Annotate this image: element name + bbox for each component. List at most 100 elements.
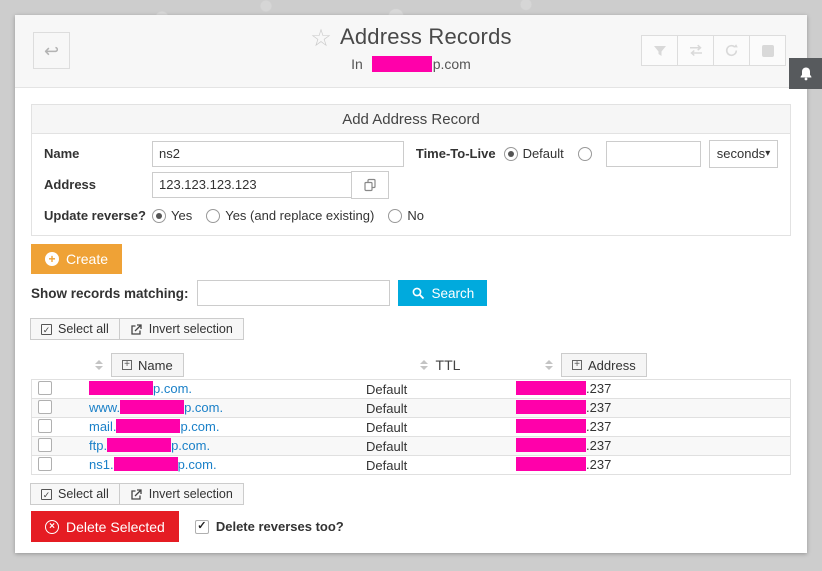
table-row: mail. p.com. Default .237 [31,417,791,437]
stop-square-icon [761,44,774,57]
name-column-label: Name [138,357,173,373]
ttl-unit-value: seconds [716,146,766,161]
delete-selected-button[interactable]: × Delete Selected [31,511,179,542]
ttl-column-label: TTL [435,357,461,373]
select-all-label: Select all [58,487,109,501]
reverse-yes-replace-radio[interactable]: Yes (and replace existing) [206,208,374,223]
sort-ttl-control[interactable] [419,360,428,370]
address-column-button[interactable]: + Address [561,353,647,377]
invert-selection-button[interactable]: Invert selection [118,483,244,505]
background-watermark [110,0,630,15]
reverse-no-label: No [407,208,424,223]
radio-icon [577,146,592,161]
record-name-link[interactable]: mail. p.com. [89,418,220,434]
redacted-name-block [113,457,178,472]
delete-reverses-option[interactable]: ✓ Delete reverses too? [194,519,344,534]
copy-icon [364,178,376,191]
invert-selection-button[interactable]: Invert selection [118,318,244,340]
record-name-link[interactable]: ns1. p.com. [89,456,217,472]
paste-button[interactable] [351,170,389,199]
check-icon: ✓ [197,520,207,532]
record-ttl: Default [366,419,408,435]
subtitle-suffix: p.com [432,56,471,72]
update-reverse-label: Update reverse? [44,208,146,223]
row-checkbox[interactable] [38,418,52,433]
reverse-yes-label: Yes [171,208,193,223]
select-all-button[interactable]: ✓ Select all [30,318,120,340]
redacted-ip-block [516,419,586,434]
plus-circle-icon: + [45,252,59,266]
record-address: .237 [516,419,790,436]
redacted-name-block [120,400,185,415]
invert-selection-icon [131,323,142,335]
address-label: Address [44,177,97,192]
back-button[interactable]: ↩ [33,32,70,69]
redacted-ip-block [516,381,586,396]
records-table: + Name TTL + Address p [31,350,791,475]
bell-icon [800,67,811,80]
reverse-yes-replace-label: Yes (and replace existing) [225,208,375,223]
record-address: .237 [516,457,790,474]
favorite-star-icon[interactable]: ☆ [310,25,332,52]
search-prompt-label: Show records matching: [31,285,189,301]
record-ttl: Default [366,438,408,454]
row-checkbox[interactable] [38,456,52,471]
notifications-tab[interactable] [789,58,822,89]
refresh-icon [725,44,738,57]
create-button-label: Create [66,251,109,267]
selection-toolbar-top: ✓ Select all Invert selection [30,318,244,340]
reverse-yes-radio[interactable]: Yes [152,208,192,223]
record-ttl: Default [366,457,408,473]
refresh-button[interactable] [713,35,750,66]
page-content: Add Address Record Name Time-To-Live Def… [15,88,807,542]
selection-toolbar-bottom: ✓ Select all Invert selection [30,483,244,505]
table-row: ns1. p.com. Default .237 [31,455,791,475]
select-all-button[interactable]: ✓ Select all [30,483,120,505]
stop-button[interactable] [749,35,786,66]
panel-title: Add Address Record [32,105,790,134]
address-input[interactable] [152,171,352,198]
redacted-name-block [116,419,181,434]
delete-reverses-checkbox[interactable]: ✓ [194,519,209,534]
create-button[interactable]: + Create [31,244,123,274]
checkbox-check-icon: ✓ [41,488,52,500]
search-input[interactable] [196,280,390,306]
radio-icon [388,208,403,223]
record-name-link[interactable]: p.com. [89,381,192,396]
sort-name-control[interactable] [95,360,103,370]
name-column-button[interactable]: + Name [111,353,184,377]
redacted-ip-block [516,457,586,472]
row-checkbox[interactable] [38,399,52,414]
ttl-unit-select[interactable]: seconds ▾ [708,139,779,168]
sort-address-control[interactable] [545,360,553,370]
record-name-link[interactable]: www. p.com. [89,399,224,415]
checkbox-check-icon: ✓ [41,323,52,335]
select-all-label: Select all [58,322,109,336]
record-name-link[interactable]: ftp. p.com. [89,437,211,453]
reverse-no-radio[interactable]: No [388,208,424,223]
ttl-default-radio[interactable]: Default [503,146,564,161]
main-card: ↩ ☆ Address Records In p.com [15,15,807,553]
redacted-ip-block [516,400,586,415]
add-column-icon: + [572,360,582,370]
filter-button[interactable] [641,35,678,66]
search-button[interactable]: Search [397,280,488,306]
row-checkbox[interactable] [38,437,52,452]
x-circle-icon: × [45,519,59,534]
name-label: Name [44,146,80,161]
repeat-button[interactable] [677,35,714,66]
redacted-name-block [107,438,172,453]
add-record-panel: Add Address Record Name Time-To-Live Def… [31,104,791,236]
search-icon [412,287,424,300]
table-row: www. p.com. Default .237 [31,398,791,418]
record-address: .237 [516,438,790,455]
delete-button-label: Delete Selected [66,518,165,535]
ttl-custom-radio[interactable] [577,146,592,161]
ttl-value-input[interactable] [605,140,701,167]
record-ttl: Default [366,400,408,416]
name-input[interactable] [152,140,404,167]
radio-icon [206,208,221,223]
subtitle-prefix: In [351,56,367,72]
row-checkbox[interactable] [38,380,52,395]
ttl-default-label: Default [522,146,564,161]
